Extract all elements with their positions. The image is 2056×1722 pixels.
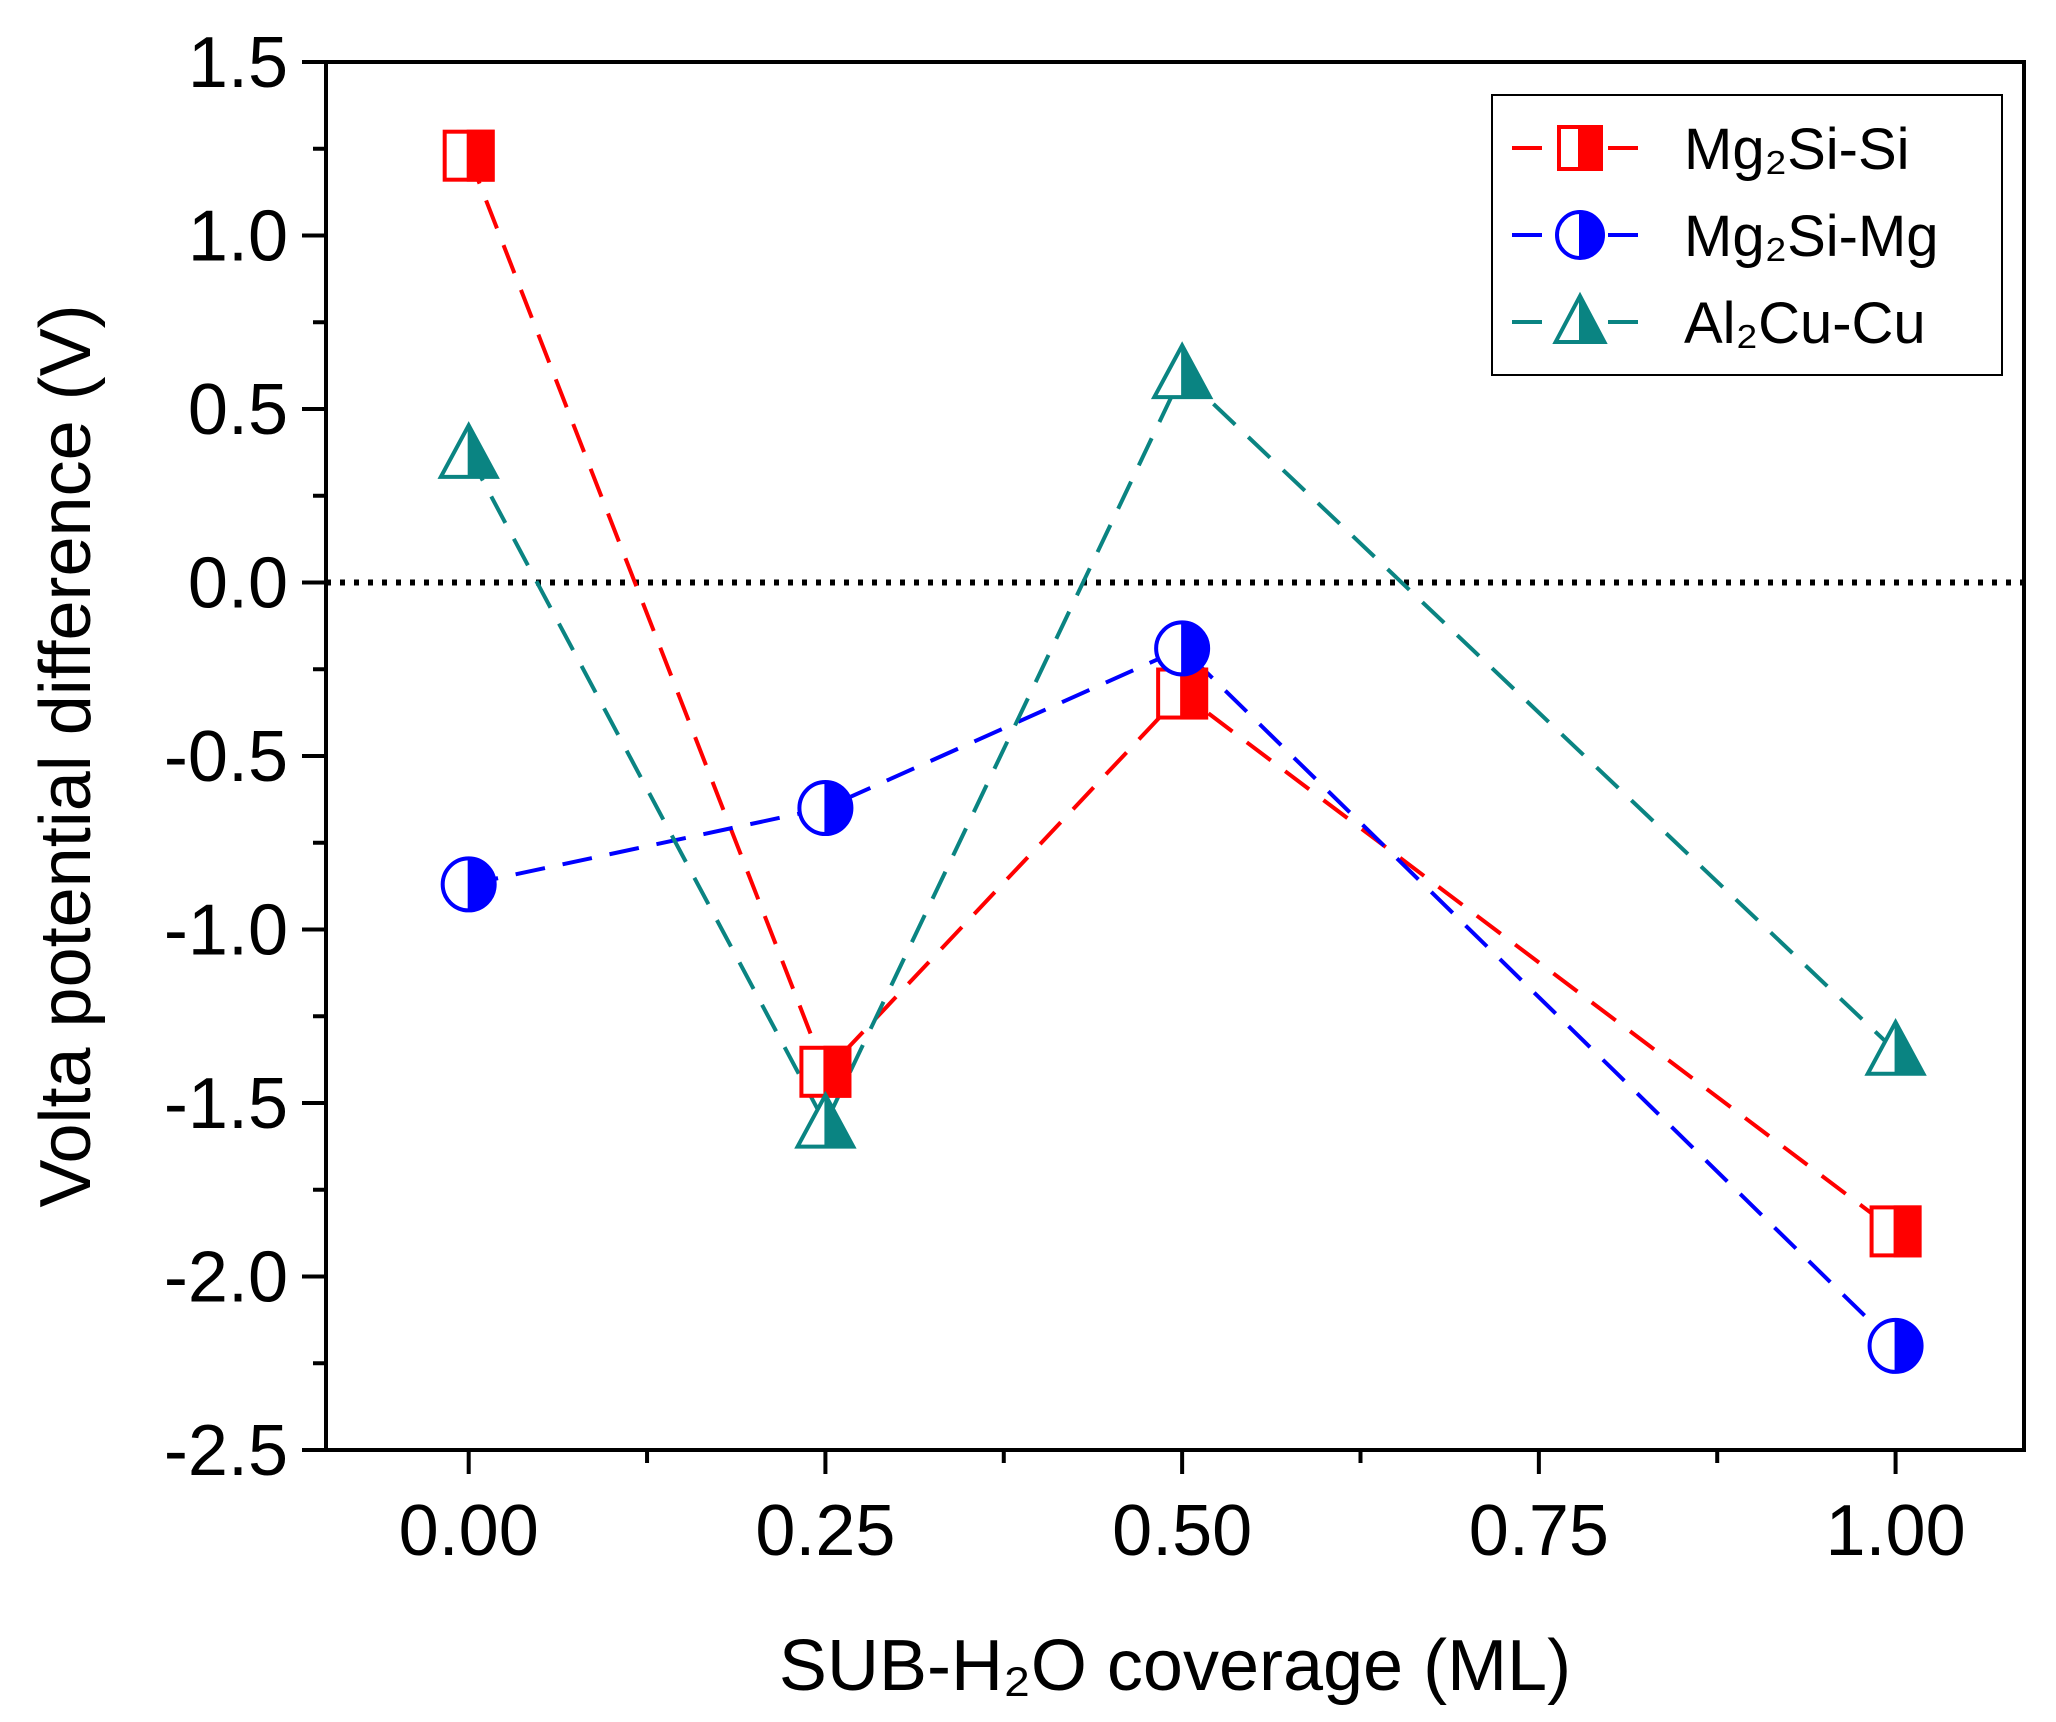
data-point-s1-0 xyxy=(440,856,497,913)
legend-label-0: Mg₂Si-Si xyxy=(1684,117,1910,182)
data-point-s1-2 xyxy=(1154,620,1211,677)
x-axis-title: SUB-H₂O coverage (ML) xyxy=(779,1626,1571,1706)
series-line-0 xyxy=(466,154,1897,1233)
data-point-s0-3 xyxy=(1869,1205,1922,1258)
y-tick-label: -1.5 xyxy=(164,1064,288,1144)
y-tick-label: -2.5 xyxy=(164,1411,288,1491)
data-point-s0-1 xyxy=(799,1045,852,1098)
y-tick-label: 1.5 xyxy=(188,23,288,103)
legend-label-2: Al₂Cu-Cu xyxy=(1684,291,1926,356)
legend-marker-1 xyxy=(1555,210,1605,260)
y-axis-title: Volta potential difference (V) xyxy=(26,304,106,1207)
data-point-s0-0 xyxy=(442,129,495,182)
data-point-s1-1 xyxy=(797,780,854,837)
legend-label-1: Mg₂Si-Mg xyxy=(1684,204,1939,269)
y-tick-label: 0.5 xyxy=(188,370,288,450)
y-tick-label: -0.5 xyxy=(164,717,288,797)
data-point-s1-3 xyxy=(1867,1317,1924,1374)
legend-marker-2 xyxy=(1552,291,1608,344)
x-tick-label: 0.00 xyxy=(399,1491,539,1571)
x-tick-label: 0.75 xyxy=(1469,1491,1609,1571)
data-point-s2-0 xyxy=(437,421,500,479)
legend: Mg₂Si-Si Mg₂Si-Mg Al₂Cu-Cu xyxy=(1491,94,2003,376)
y-tick-label: 0.0 xyxy=(188,544,288,624)
series-line-1 xyxy=(468,646,1897,1348)
data-point-s2-2 xyxy=(1150,341,1214,400)
x-tick-label: 0.50 xyxy=(1112,1491,1252,1571)
data-point-s2-3 xyxy=(1864,1017,1927,1076)
series-line-2 xyxy=(466,370,1897,1129)
x-tick-label: 1.00 xyxy=(1826,1491,1966,1571)
data-point-s2-1 xyxy=(794,1090,857,1149)
y-tick-label: -1.0 xyxy=(164,891,288,971)
y-tick-label: 1.0 xyxy=(188,197,288,277)
x-tick-label: 0.25 xyxy=(755,1491,895,1571)
y-tick-label: -2.0 xyxy=(164,1238,288,1318)
legend-marker-0 xyxy=(1557,125,1603,171)
data-point-s0-2 xyxy=(1156,667,1209,720)
